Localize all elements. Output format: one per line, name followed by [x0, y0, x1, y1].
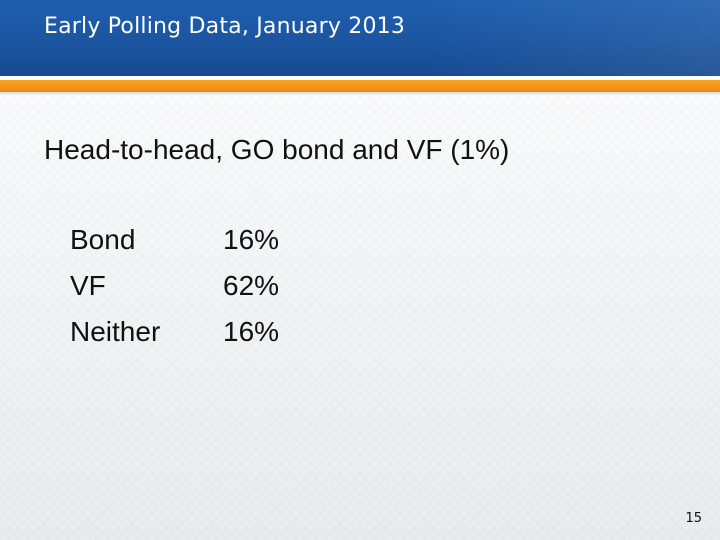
result-value: 62%	[223, 270, 280, 301]
header-bar: Early Polling Data, January 2013	[0, 0, 720, 76]
poll-results: Bond 16% VF 62% Neither 16%	[70, 224, 310, 362]
accent-stripe	[0, 80, 720, 92]
stripe-shadow	[0, 92, 720, 96]
result-value: 16%	[223, 224, 280, 255]
slide-subtitle: Head-to-head, GO bond and VF (1%)	[44, 134, 510, 165]
slide-title: Early Polling Data, January 2013	[44, 14, 406, 39]
result-row-vf: VF 62%	[70, 270, 310, 316]
header-divider	[0, 76, 720, 80]
result-row-bond: Bond 16%	[70, 224, 310, 270]
page-number: 15	[685, 511, 702, 526]
result-value: 16%	[223, 316, 280, 347]
result-row-neither: Neither 16%	[70, 316, 310, 362]
result-label: VF	[70, 270, 106, 301]
result-label: Neither	[70, 316, 161, 347]
result-label: Bond	[70, 224, 136, 255]
